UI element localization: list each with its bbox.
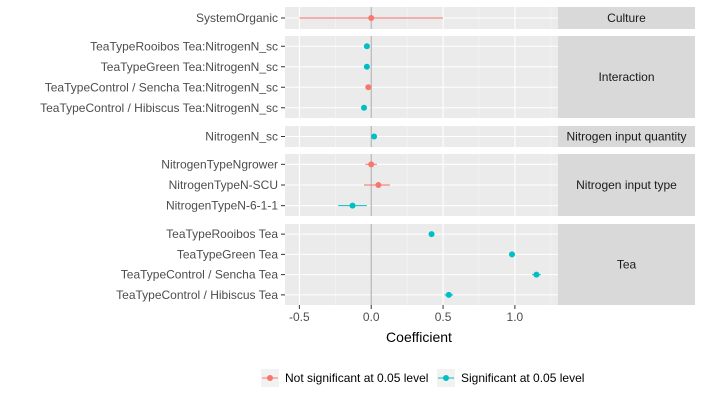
x-tick-label: 0.0 [363,310,380,324]
panel-background [285,36,558,118]
estimate-point [365,84,372,91]
x-axis: Coefficient -0.5 0.0 0.5 1.0 [289,305,524,345]
legend-key-point [267,375,273,381]
y-tick-label: TeaTypeRooibos Tea:NitrogenN_sc [90,39,278,53]
legend-label: Not significant at 0.05 level [285,371,428,385]
x-tick-label: 1.0 [507,310,524,324]
facet-strip [558,36,695,118]
y-tick-label: TeaTypeControl / Sencha Tea [121,268,279,282]
facet-panel: SystemOrganic Culture [196,7,695,29]
legend: Not significant at 0.05 level Significant… [261,369,584,387]
facet-panel: TeaTypeRooibos Tea:NitrogenN_sc TeaTypeGr… [40,36,695,118]
estimate-point [368,15,375,21]
legend-item: Significant at 0.05 level [437,369,584,387]
estimate-point [363,63,370,70]
y-tick-label: TeaTypeRooibos Tea [166,227,278,241]
facet-strip-label: Nitrogen input quantity [566,130,686,144]
estimate-point [428,231,435,238]
facet-panels: SystemOrganic Culture TeaTypeRooibos Tea:N… [40,7,695,305]
y-tick-label: TeaTypeGreen Tea:NitrogenN_sc [101,60,278,74]
estimate-point [363,43,370,50]
facet-strip-label: Interaction [598,70,654,84]
y-tick-label: NitrogenN_sc [205,130,278,144]
y-tick-label: SystemOrganic [196,11,278,25]
legend-key-point [443,375,449,381]
estimate-point [375,182,382,188]
legend-label: Significant at 0.05 level [461,371,584,385]
legend-item: Not significant at 0.05 level [261,369,428,387]
estimate-point [349,202,356,209]
y-tick-label: TeaTypeControl / Sencha Tea:NitrogenN_sc [45,80,278,94]
facet-strip-label: Nitrogen input type [576,178,677,192]
x-axis-title: Coefficient [386,329,452,345]
y-tick-label: TeaTypeControl / Hibiscus Tea [116,288,278,302]
facet-panel: NitrogenN_sc Nitrogen input quantity [205,126,695,147]
y-tick-label: NitrogenTypeN-6-1-1 [166,199,278,213]
facet-panel: NitrogenTypeNgrower NitrogenTypeN-SCU Nitr… [161,154,695,216]
estimate-point [368,161,375,168]
estimate-point [445,291,452,298]
y-tick-label: NitrogenTypeNgrower [161,157,278,171]
y-tick-label: TeaTypeGreen Tea [177,247,279,261]
estimate-point [361,104,368,111]
facet-panel: TeaTypeRooibos Tea TeaTypeGreen Tea TeaTyp… [116,224,695,305]
facet-strip [558,126,695,147]
x-tick-label: 0.5 [435,310,452,324]
estimate-point [509,251,516,258]
estimate-point [371,133,378,140]
facet-strip-label: Tea [617,258,637,272]
facet-strip-label: Culture [607,11,646,25]
y-tick-label: NitrogenTypeN-SCU [169,178,278,192]
x-tick-label: -0.5 [289,310,310,324]
y-tick-label: TeaTypeControl / Hibiscus Tea:NitrogenN_… [40,101,278,115]
estimate-point [533,271,540,278]
facet-strip [558,224,695,305]
facet-strip [558,7,695,29]
facet-strip [558,154,695,216]
panel-background [285,224,558,305]
